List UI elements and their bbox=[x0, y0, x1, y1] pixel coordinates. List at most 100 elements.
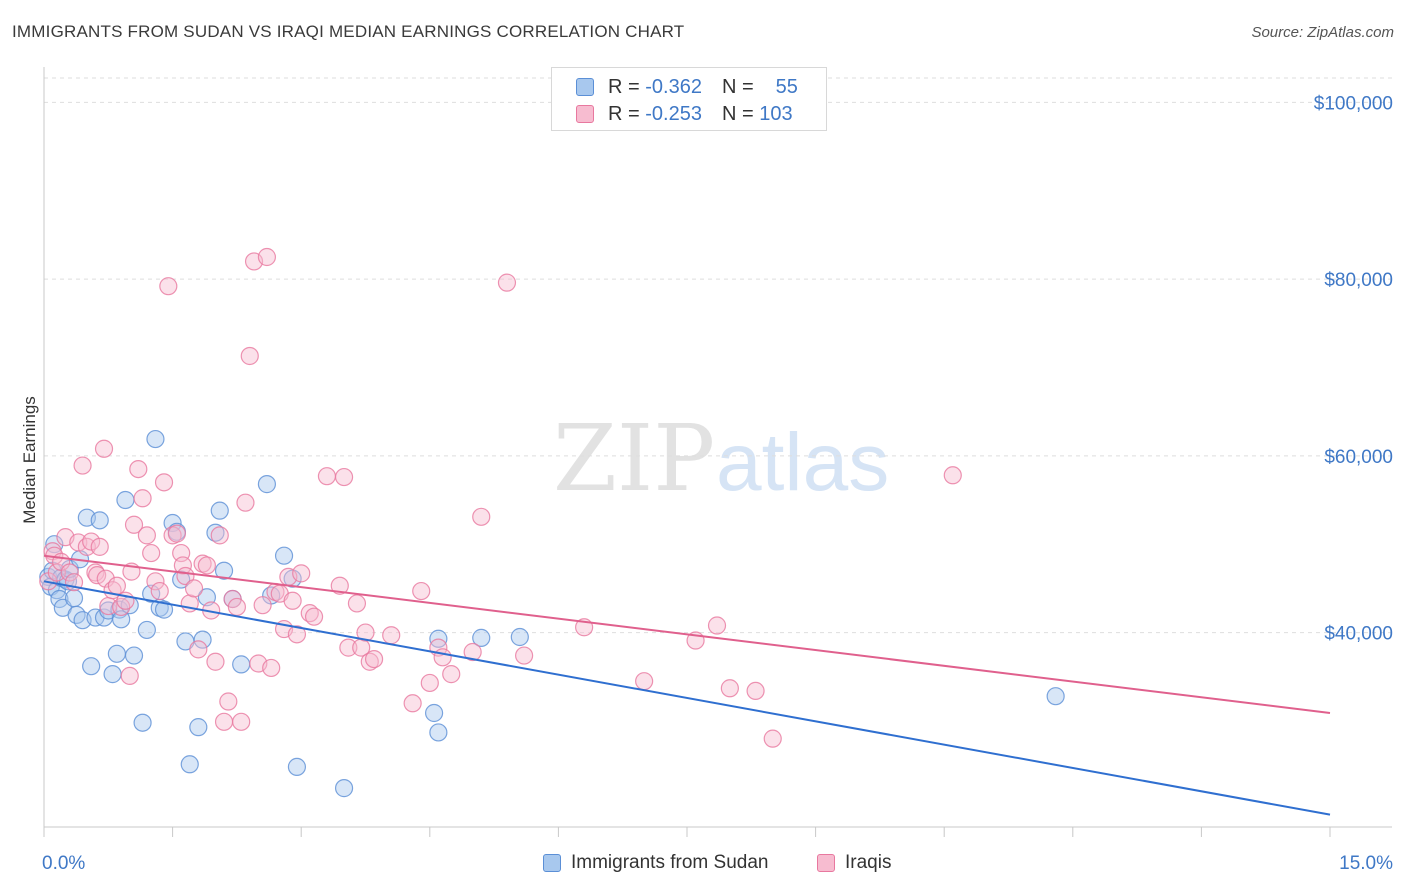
data-point bbox=[90, 537, 109, 556]
data-point bbox=[159, 277, 178, 296]
trend-line-sudan bbox=[43, 580, 1331, 816]
y-tick-label: $40,000 bbox=[1324, 624, 1393, 645]
data-point bbox=[403, 694, 422, 713]
data-point bbox=[262, 658, 281, 678]
data-point bbox=[257, 475, 277, 494]
tick-labels: $40,000 $60,000 $80,000 $100,000 0.0% 15.0% bbox=[42, 93, 1393, 874]
data-point bbox=[184, 579, 204, 598]
data-point bbox=[334, 467, 354, 487]
data-point bbox=[497, 273, 517, 292]
data-point bbox=[214, 712, 234, 731]
data-point bbox=[96, 569, 115, 588]
data-point bbox=[137, 620, 156, 640]
data-point bbox=[292, 564, 311, 583]
data-point bbox=[283, 591, 302, 610]
data-point bbox=[339, 638, 358, 657]
data-point bbox=[142, 543, 161, 563]
data-point bbox=[429, 723, 448, 742]
data-point bbox=[133, 713, 152, 732]
data-point bbox=[137, 526, 156, 545]
data-point bbox=[420, 673, 439, 693]
data-point bbox=[163, 513, 182, 533]
data-point bbox=[180, 755, 199, 774]
bottom-legend-label-sudan: Immigrants from Sudan bbox=[571, 852, 769, 873]
data-point bbox=[232, 712, 251, 731]
data-point bbox=[334, 779, 354, 798]
legend-n-label: N = bbox=[721, 75, 754, 98]
data-point bbox=[214, 561, 234, 580]
data-point bbox=[60, 563, 79, 582]
data-point bbox=[274, 546, 294, 565]
data-point bbox=[763, 729, 782, 748]
bottom-legend-iraqis: Iraqis bbox=[817, 852, 891, 874]
data-point bbox=[635, 672, 654, 691]
data-point bbox=[287, 757, 307, 777]
legend: R = -0.362 N = 55 R = -0.253 N = 103 bbox=[551, 67, 827, 131]
data-point bbox=[94, 439, 114, 458]
data-point bbox=[86, 563, 105, 582]
data-point bbox=[154, 600, 174, 619]
data-point bbox=[197, 556, 216, 575]
data-point bbox=[112, 610, 131, 629]
data-points bbox=[39, 247, 1065, 798]
data-point bbox=[236, 493, 255, 512]
data-point bbox=[47, 563, 66, 582]
trend-line-iraqis bbox=[43, 554, 1331, 714]
data-point bbox=[510, 627, 529, 647]
data-point bbox=[472, 507, 491, 526]
bottom-legend-label-iraqis: Iraqis bbox=[845, 852, 892, 873]
data-point bbox=[107, 576, 126, 595]
data-point bbox=[253, 596, 272, 615]
data-point bbox=[227, 597, 246, 617]
data-point bbox=[124, 515, 144, 534]
data-point bbox=[356, 623, 375, 642]
data-point bbox=[150, 581, 169, 601]
series-sudan bbox=[39, 429, 1065, 798]
axes bbox=[43, 67, 1392, 828]
data-point bbox=[330, 576, 349, 595]
data-point bbox=[189, 718, 208, 737]
data-point bbox=[210, 526, 229, 545]
data-point bbox=[133, 489, 152, 508]
legend-n-value: 103 bbox=[759, 102, 793, 125]
bottom-legend-swatch-iraqis bbox=[817, 854, 835, 872]
data-point bbox=[146, 429, 165, 449]
legend-row-sudan: R = -0.362 N = 55 bbox=[576, 76, 798, 98]
data-point bbox=[412, 581, 431, 601]
legend-swatch-sudan bbox=[576, 78, 594, 96]
data-point bbox=[463, 642, 482, 662]
data-point bbox=[193, 630, 212, 649]
data-point bbox=[120, 666, 139, 685]
data-point bbox=[287, 625, 307, 644]
legend-n-value: 55 bbox=[775, 75, 798, 98]
bottom-legend-swatch-sudan bbox=[543, 854, 561, 872]
data-point bbox=[210, 501, 229, 520]
data-point bbox=[304, 607, 324, 626]
data-point bbox=[82, 657, 101, 676]
watermark-zip: ZIP bbox=[553, 405, 715, 512]
data-point bbox=[154, 473, 174, 492]
legend-r-value: -0.362 bbox=[645, 75, 702, 98]
data-point bbox=[206, 652, 225, 671]
data-point bbox=[364, 649, 384, 669]
data-point bbox=[167, 524, 186, 543]
data-point bbox=[146, 572, 165, 591]
data-point bbox=[240, 346, 259, 366]
x-tick-label: 15.0% bbox=[1339, 853, 1393, 874]
y-tick-label: $80,000 bbox=[1324, 270, 1393, 291]
legend-r-value: -0.253 bbox=[645, 102, 702, 125]
data-point bbox=[943, 466, 962, 485]
legend-r-label: R = bbox=[608, 75, 640, 98]
data-point bbox=[257, 247, 277, 267]
y-tick-label: $100,000 bbox=[1314, 93, 1393, 114]
data-point bbox=[90, 511, 109, 530]
data-point bbox=[433, 648, 452, 667]
legend-r-label: R = bbox=[608, 102, 640, 125]
data-point bbox=[317, 467, 337, 486]
data-point bbox=[219, 692, 238, 711]
data-point bbox=[382, 626, 401, 645]
data-point bbox=[69, 533, 88, 552]
data-point bbox=[189, 640, 208, 659]
data-point bbox=[1046, 687, 1065, 706]
